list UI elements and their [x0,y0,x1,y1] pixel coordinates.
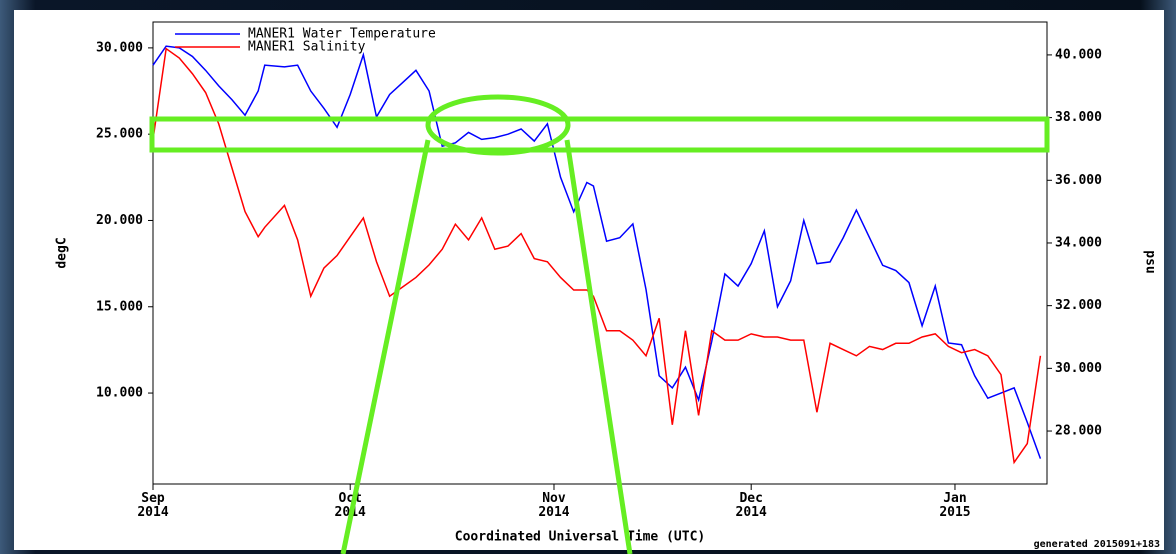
y-tick-label: 25.000 [96,127,143,142]
zoom-line [564,139,633,554]
y-tick-label: 15.000 [96,299,143,314]
y2-tick-label: 38.000 [1055,110,1102,125]
footnote: generated 2015091+183 [1034,539,1160,550]
series-line [152,45,1042,459]
y-tick-label: 20.000 [96,213,143,228]
y2-tick-label: 32.000 [1055,298,1102,313]
series-line [152,47,1042,465]
zoom-line [340,139,431,554]
y2-tick-label: 30.000 [1055,361,1102,376]
highlight-overlay [149,94,1050,554]
marks: 10.000 15.000 20.000 25.000 30.000 28.000 30.0… [96,27,1102,520]
x-tick-label: Dec 2014 [736,491,767,520]
highlight-ellipse [425,94,571,156]
x-axis-label: Coordinated Universal Time (UTC) [455,530,705,545]
highlight-band [149,116,1050,153]
x-tick-label: Jan 2015 [939,491,970,520]
x-tick-label: Sep 2014 [137,491,168,520]
y2-tick-label: 36.000 [1055,173,1102,188]
y2-tick-label: 40.000 [1055,47,1102,62]
y2-tick-label: 34.000 [1055,235,1102,250]
y2-axis-label: psu [1143,250,1158,273]
y-tick-label: 30.000 [96,40,143,55]
x-tick-label: Nov 2014 [538,491,569,520]
y-tick-label: 10.000 [96,386,143,401]
y2-tick-label: 28.000 [1055,424,1102,439]
y-axis-label: degC [55,237,70,268]
legend-label: MANER1 Salinity [248,40,366,55]
plot-frame [152,21,1048,485]
legend-label: MANER1 Water Temperature [248,27,436,42]
